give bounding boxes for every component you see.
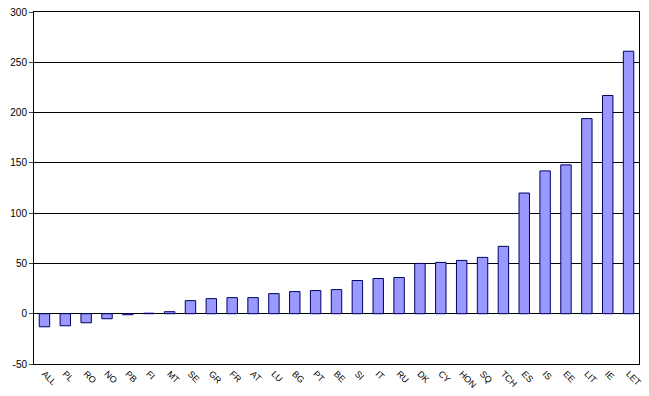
svg-text:LU: LU [269, 369, 284, 384]
svg-text:PB: PB [123, 369, 139, 385]
svg-text:IE: IE [603, 369, 616, 382]
svg-text:MT: MT [165, 369, 182, 386]
svg-text:PT: PT [311, 369, 327, 385]
svg-text:FI: FI [144, 369, 157, 382]
svg-text:BE: BE [332, 369, 348, 385]
svg-text:NO: NO [102, 369, 119, 386]
svg-text:RU: RU [394, 369, 410, 385]
svg-text:DK: DK [415, 369, 431, 385]
svg-text:50: 50 [16, 258, 28, 269]
svg-text:200: 200 [10, 107, 27, 118]
svg-text:LIT: LIT [582, 369, 599, 386]
svg-text:FR: FR [228, 369, 244, 385]
svg-text:TCH: TCH [499, 369, 519, 389]
svg-text:CY: CY [436, 369, 452, 385]
svg-text:EE: EE [561, 369, 577, 385]
svg-text:100: 100 [10, 208, 27, 219]
svg-text:250: 250 [10, 57, 27, 68]
svg-text:AT: AT [248, 369, 263, 384]
svg-text:150: 150 [10, 157, 27, 168]
svg-text:IT: IT [374, 369, 387, 382]
svg-text:IS: IS [541, 369, 554, 382]
svg-text:HON: HON [457, 369, 478, 390]
svg-text:PL: PL [61, 369, 76, 384]
svg-text:BG: BG [290, 369, 306, 385]
svg-text:SQ: SQ [478, 369, 494, 385]
svg-text:RO: RO [82, 369, 99, 386]
svg-text:ALL: ALL [40, 369, 58, 387]
svg-text:SI: SI [353, 369, 366, 382]
svg-text:LET: LET [624, 369, 643, 388]
svg-text:-50: -50 [13, 359, 28, 370]
svg-text:ES: ES [520, 369, 536, 385]
svg-text:300: 300 [10, 7, 27, 18]
svg-text:0: 0 [21, 308, 27, 319]
svg-text:SE: SE [186, 369, 202, 385]
svg-text:GR: GR [207, 369, 224, 386]
